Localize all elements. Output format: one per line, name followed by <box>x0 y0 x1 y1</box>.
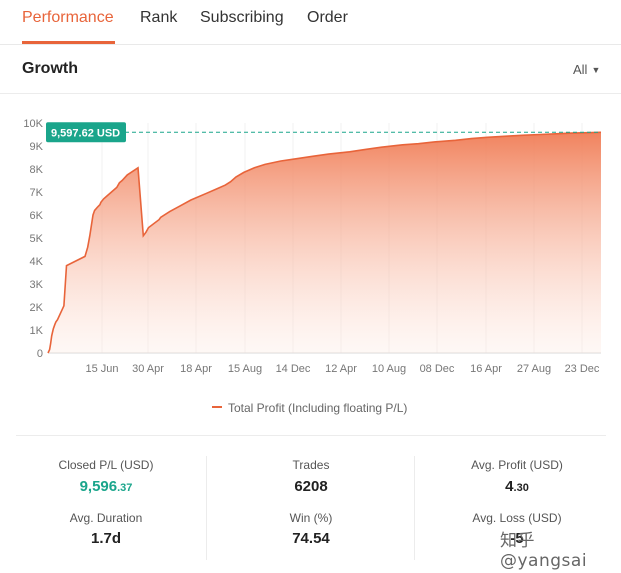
y-tick-label: 1K <box>30 325 44 337</box>
x-tick-label: 14 Dec <box>276 363 311 375</box>
current-value-flag <box>46 122 126 143</box>
tab-order[interactable]: Order <box>307 9 348 26</box>
x-tick-label: 10 Aug <box>372 363 406 375</box>
header-divider <box>0 93 621 94</box>
stat-win-value: 74.54 <box>292 530 330 547</box>
stat-avg-duration-label: Avg. Duration <box>69 511 143 525</box>
active-tab-indicator <box>22 41 115 44</box>
stat-avg-profit-label: Avg. Profit (USD) <box>471 458 563 472</box>
y-axis: 0 1K 2K 3K 4K 5K 6K 7K 8K 9K 10K <box>23 118 43 360</box>
stats-divider <box>16 435 606 436</box>
growth-title: Growth <box>22 60 78 77</box>
y-tick-label: 8K <box>30 164 44 176</box>
watermark-text: 知乎@yangsai <box>500 531 588 571</box>
y-tick-label: 4K <box>30 256 44 268</box>
y-tick-label: 6K <box>30 210 44 222</box>
stat-closed-pl-label: Closed P/L (USD) <box>58 458 154 472</box>
y-tick-label: 10K <box>23 118 43 130</box>
stat-win-label: Win (%) <box>289 511 333 525</box>
stats-column-divider <box>206 456 207 560</box>
stat-trades-value: 6208 <box>294 478 328 495</box>
x-tick-label: 08 Dec <box>420 363 455 375</box>
y-tick-label: 7K <box>30 187 44 199</box>
range-dropdown-value: All <box>573 62 588 77</box>
range-dropdown[interactable]: All ▼ <box>573 62 600 77</box>
stat-avg-profit-value: 4.30 <box>505 478 529 495</box>
x-tick-label: 15 Aug <box>228 363 262 375</box>
x-tick-label: 12 Apr <box>325 363 357 375</box>
x-tick-label: 30 Apr <box>132 363 164 375</box>
stat-avg-loss-label: Avg. Loss (USD) <box>472 511 562 525</box>
x-tick-label: 16 Apr <box>470 363 502 375</box>
chart-legend[interactable]: Total Profit (Including floating P/L) <box>212 401 407 415</box>
stat-closed-pl-value: 9,596.37 <box>79 478 133 495</box>
stat-avg-duration-value: 1.7d <box>90 530 121 547</box>
x-axis: 15 Jun 30 Apr 18 Apr 15 Aug 14 Dec 12 Apr 10 A… <box>85 363 599 375</box>
x-tick-label: 23 Dec <box>565 363 600 375</box>
stats-column-divider <box>414 456 415 560</box>
tab-performance[interactable]: Performance <box>22 9 114 26</box>
current-value-label: 9,597.62 USD <box>51 127 120 139</box>
y-tick-label: 2K <box>30 302 44 314</box>
tab-subscribing[interactable]: Subscribing <box>200 9 284 26</box>
series-line <box>47 131 602 354</box>
caret-down-icon: ▼ <box>591 65 601 75</box>
y-tick-label: 5K <box>30 233 44 245</box>
y-tick-label: 3K <box>30 279 44 291</box>
tab-bar: Performance Rank Subscribing Order <box>0 0 621 45</box>
y-tick-label: 9K <box>30 141 44 153</box>
x-tick-label: 15 Jun <box>85 363 118 375</box>
y-tick-label: 0 <box>37 348 43 360</box>
legend-swatch <box>212 405 222 408</box>
stat-trades-label: Trades <box>292 458 330 472</box>
growth-chart[interactable]: 0 1K 2K 3K 4K 5K 6K 7K 8K 9K 10K 15 Jun 30 Apr 18 Ap… <box>0 100 621 385</box>
series-area <box>48 132 601 353</box>
tab-rank[interactable]: Rank <box>140 9 178 26</box>
stat-avg-loss-value: -5 <box>510 530 524 547</box>
legend-label: Total Profit (Including floating P/L) <box>228 401 408 415</box>
x-tick-label: 18 Apr <box>180 363 212 375</box>
x-tick-label: 27 Aug <box>517 363 551 375</box>
